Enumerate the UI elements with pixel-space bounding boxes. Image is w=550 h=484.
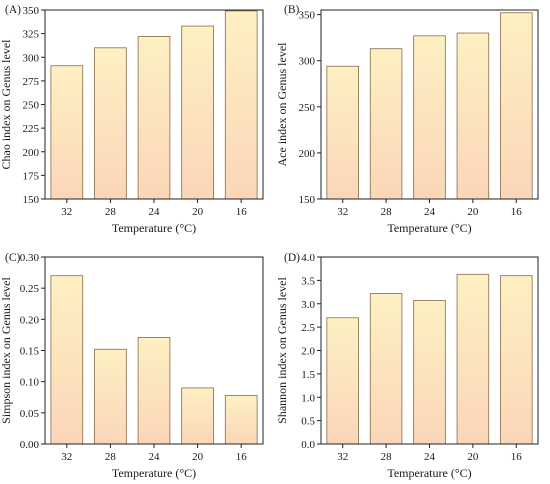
y-tick-label: 275 (23, 76, 40, 88)
y-tick-label: 350 (299, 10, 316, 22)
bar (500, 275, 533, 445)
bar (500, 12, 533, 200)
bar (137, 337, 171, 445)
panel-tag: (B) (284, 4, 300, 16)
y-tick-label: 300 (299, 56, 316, 68)
x-tick-label: 20 (192, 206, 204, 218)
y-axis-label: Ace index on Genus level (275, 42, 289, 167)
y-tick-label: 1.5 (301, 369, 315, 381)
y-tick-label: 0.0 (301, 439, 315, 451)
bar (137, 36, 171, 200)
bar (224, 394, 258, 445)
x-tick-label: 32 (337, 451, 348, 463)
y-tick-label: 225 (23, 123, 40, 135)
x-axis-label: Temperature (°C) (112, 221, 196, 235)
x-tick-label: 28 (105, 206, 117, 218)
bar (413, 300, 446, 445)
x-tick-label: 16 (511, 451, 523, 463)
y-tick-label: 250 (23, 100, 40, 112)
y-tick-label: 0.00 (20, 439, 40, 451)
bar (94, 348, 127, 445)
x-tick-label: 16 (236, 451, 248, 463)
x-tick-label: 28 (105, 451, 117, 463)
y-axis-label: Chao index on Genus level (0, 39, 13, 170)
panel-tag: (D) (284, 252, 300, 264)
chart-panel: (D) 0.0 0.5 1.0 1.5 2.0 2.5 3.0 3.5 4.0 32 28 24 20 16… (275, 252, 539, 480)
bar (224, 10, 258, 200)
bar (94, 47, 127, 200)
y-tick-label: 150 (23, 194, 40, 206)
x-tick-label: 20 (467, 451, 479, 463)
y-tick-label: 0.30 (20, 252, 40, 264)
x-tick-label: 28 (381, 206, 393, 218)
bar (456, 273, 490, 445)
bar (50, 275, 84, 445)
bar (369, 48, 403, 200)
panel-tag: (C) (5, 252, 21, 264)
x-tick-label: 24 (149, 206, 161, 218)
y-tick-label: 0.20 (20, 314, 40, 326)
x-tick-label: 16 (511, 206, 523, 218)
x-tick-label: 24 (424, 206, 436, 218)
x-axis-label: Temperature (°C) (387, 221, 471, 235)
y-tick-label: 325 (23, 29, 40, 41)
x-tick-label: 16 (236, 206, 248, 218)
y-tick-label: 2.0 (301, 346, 315, 358)
panel-tag: (A) (5, 4, 21, 16)
x-tick-label: 24 (424, 451, 436, 463)
bar (326, 317, 359, 445)
chart-panel: (A) 150 175 200 225 250 275 300 325 350 32 28 24 20 16… (0, 4, 264, 235)
x-tick-label: 24 (149, 451, 161, 463)
bar (456, 32, 490, 200)
x-tick-label: 28 (381, 451, 393, 463)
y-tick-label: 0.05 (20, 408, 40, 420)
x-tick-label: 32 (61, 206, 72, 218)
y-tick-label: 2.5 (301, 322, 315, 334)
bar (181, 25, 214, 200)
x-tick-label: 32 (337, 206, 348, 218)
x-axis-label: Temperature (°C) (387, 466, 471, 480)
bar (181, 387, 214, 445)
chart-panel: (B) 150 200 250 300 350 32 28 24 20 16 Temperature … (275, 4, 539, 235)
y-tick-label: 0.15 (20, 346, 40, 358)
y-tick-label: 200 (23, 147, 40, 159)
y-tick-label: 0.10 (20, 377, 40, 389)
x-tick-label: 20 (467, 206, 479, 218)
y-axis-label: Simpson index on Genus level (0, 277, 13, 424)
y-tick-label: 175 (23, 170, 40, 182)
y-tick-label: 200 (299, 148, 316, 160)
y-tick-label: 3.0 (301, 299, 315, 311)
y-tick-label: 0.25 (20, 283, 40, 295)
y-tick-label: 300 (23, 52, 40, 64)
bar (369, 293, 403, 445)
y-tick-label: 1.0 (301, 392, 315, 404)
chart-panel: (C) 0.00 0.05 0.10 0.15 0.20 0.25 0.30 32 28 24 20 1… (0, 252, 264, 480)
bar (326, 65, 359, 200)
x-tick-label: 20 (192, 451, 204, 463)
x-tick-label: 32 (61, 451, 72, 463)
y-tick-label: 350 (23, 5, 40, 17)
y-tick-label: 0.5 (301, 416, 315, 428)
y-tick-label: 150 (299, 194, 316, 206)
bar (50, 65, 84, 200)
y-axis-label: Shannon index on Genus level (275, 277, 289, 424)
y-tick-label: 250 (299, 102, 316, 114)
y-tick-label: 3.5 (301, 275, 315, 287)
bar (413, 35, 446, 200)
x-axis-label: Temperature (°C) (112, 466, 196, 480)
y-tick-label: 4.0 (301, 252, 315, 264)
